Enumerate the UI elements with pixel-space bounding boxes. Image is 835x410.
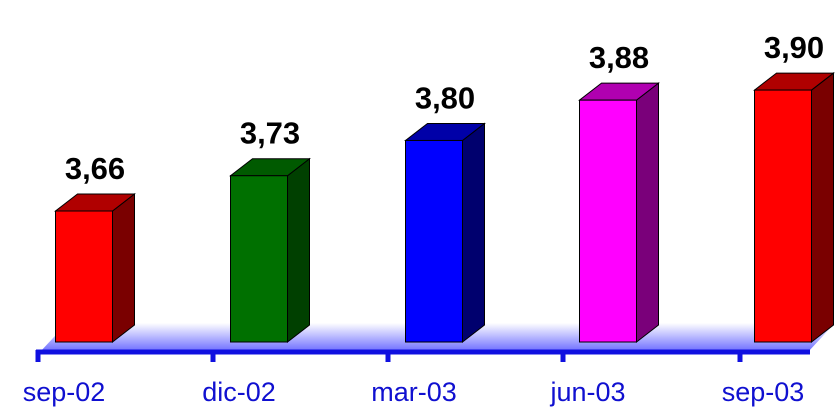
tick-label-mar-03: mar-03 [371,377,457,407]
bar-sep-02 [55,210,113,343]
bar-side-mar-03 [462,122,485,344]
bars-group [54,72,835,344]
bar-mar-03 [405,139,463,343]
tick-label-sep-02: sep-02 [23,377,106,407]
value-label-sep-02: 3,66 [65,151,125,186]
value-label-mar-03: 3,80 [415,80,475,115]
bar-sep-03 [754,89,812,343]
tick-label-sep-03: sep-03 [722,377,805,407]
bar-side-dic-02 [287,157,310,344]
bar-side-sep-03 [811,72,834,344]
bar-side-sep-02 [112,192,135,344]
tick-label-dic-02: dic-02 [202,377,276,407]
bar-jun-03 [579,99,637,343]
value-label-sep-03: 3,90 [764,30,824,65]
labels-group: 3,66 sep-02 3,73 dic-02 3,80 mar-03 3,88 jun-03… [23,30,824,407]
tick-label-jun-03: jun-03 [549,377,625,407]
bar-side-jun-03 [636,82,659,344]
value-label-jun-03: 3,88 [589,40,649,75]
bar-dic-02 [230,175,288,343]
value-label-dic-02: 3,73 [240,116,300,151]
x-axis [35,349,810,362]
